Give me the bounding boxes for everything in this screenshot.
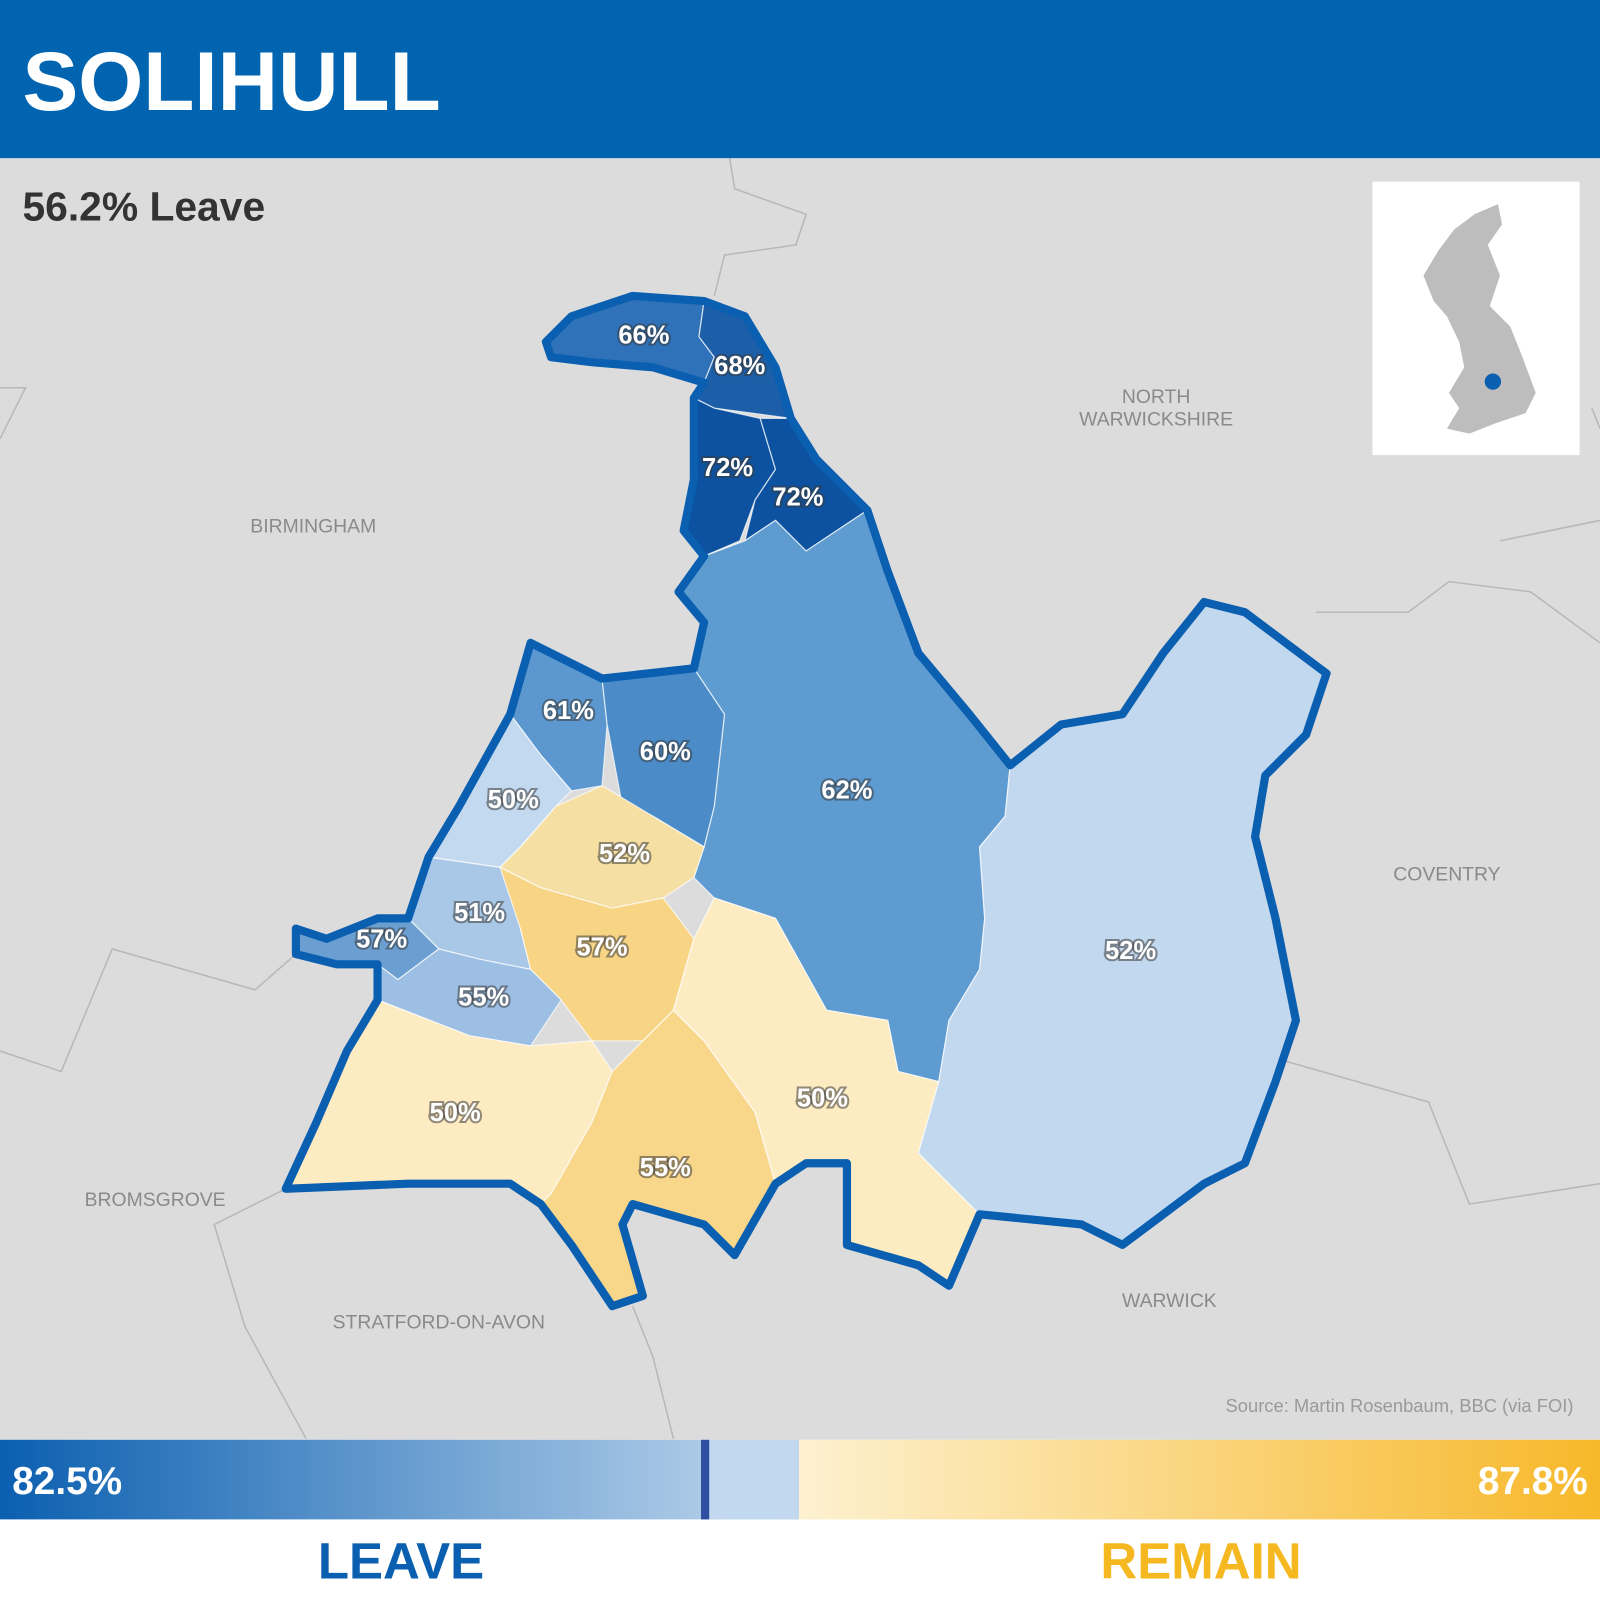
leave-band (709, 1439, 799, 1520)
ward-label: 72% (702, 454, 753, 482)
ward-label: 55% (458, 984, 509, 1012)
ward-label: 50% (797, 1085, 848, 1113)
location-dot (1484, 373, 1502, 390)
ward-label: 62% (821, 777, 872, 805)
borough-outline (281, 291, 1331, 1311)
ward-label: 57% (356, 926, 407, 954)
ward-label: 72% (772, 484, 823, 512)
ward-label: 50% (488, 786, 539, 814)
summary: 56.2% Leave (22, 183, 265, 229)
leave-max: 82.5% (12, 1460, 122, 1503)
ward-labels: 66% 68% 72% 72% 62% 61% 60% 50% 52% 51% 57% 57% 55% 5… (354, 319, 1158, 1184)
ward-label: 61% (543, 697, 594, 725)
inset-map (1372, 181, 1580, 456)
title: SOLIHULL (22, 34, 440, 128)
result-marker (701, 1439, 710, 1520)
ward-label: 66% (618, 321, 669, 349)
place-label: STRATFORD-ON-AVON (333, 1312, 545, 1334)
legend: 82.5% 87.8% LEAVE REMAIN (0, 1439, 1600, 1590)
header-bar (0, 0, 1600, 159)
ward-label: 57% (577, 934, 628, 962)
ward-label: 55% (640, 1154, 691, 1182)
leave-label: LEAVE (318, 1533, 484, 1590)
remain-gradient (798, 1439, 1600, 1520)
place-label: BIRMINGHAM (250, 516, 376, 538)
place-label: WARWICK (1122, 1290, 1217, 1312)
remain-max: 87.8% (1478, 1460, 1588, 1503)
leave-gradient (0, 1439, 799, 1520)
ward-label: 52% (599, 840, 650, 868)
ward-label: 68% (714, 352, 765, 380)
ward-label: 50% (430, 1099, 481, 1127)
neighbour-boundaries (0, 158, 1600, 1440)
ward-label: 51% (454, 899, 505, 927)
ward-label: 60% (640, 738, 691, 766)
place-label: BROMSGROVE (85, 1189, 226, 1211)
source: Source: Martin Rosenbaum, BBC (via FOI) (1226, 1395, 1574, 1416)
place-label: WARWICKSHIRE (1079, 409, 1233, 431)
uk-outline (1423, 204, 1536, 434)
remain-label: REMAIN (1100, 1533, 1301, 1590)
ward-label: 52% (1105, 937, 1156, 965)
place-label: NORTH (1122, 386, 1191, 408)
place-label: COVENTRY (1393, 864, 1500, 886)
